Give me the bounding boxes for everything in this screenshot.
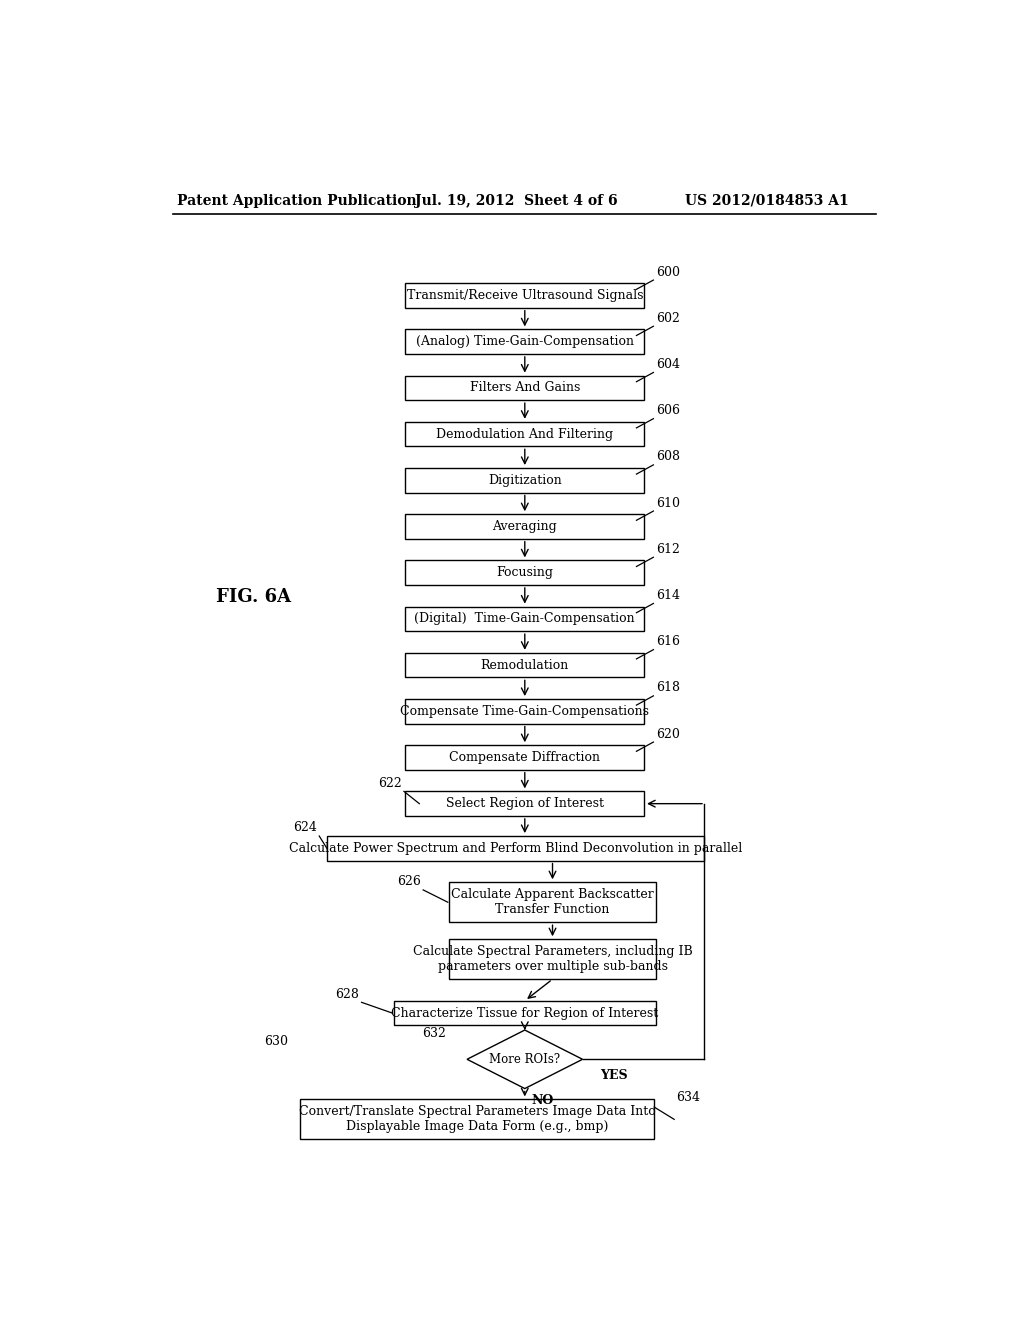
Text: Averaging: Averaging	[493, 520, 557, 533]
Text: Remodulation: Remodulation	[480, 659, 569, 672]
Text: Digitization: Digitization	[487, 474, 562, 487]
Text: Compensate Diffraction: Compensate Diffraction	[450, 751, 600, 764]
Text: 628: 628	[336, 987, 359, 1001]
Text: 612: 612	[655, 543, 680, 556]
Text: Calculate Power Spectrum and Perform Blind Deconvolution in parallel: Calculate Power Spectrum and Perform Bli…	[289, 842, 742, 855]
Text: 600: 600	[655, 265, 680, 279]
Bar	[406, 560, 644, 585]
Text: 620: 620	[655, 727, 680, 741]
Bar	[449, 940, 656, 979]
Text: (Digital)  Time-Gain-Compensation: (Digital) Time-Gain-Compensation	[415, 612, 635, 626]
Text: Calculate Apparent Backscatter
Transfer Function: Calculate Apparent Backscatter Transfer …	[452, 888, 654, 916]
Bar	[406, 422, 644, 446]
Text: Characterize Tissue for Region of Interest: Characterize Tissue for Region of Intere…	[391, 1007, 658, 1019]
Bar	[449, 882, 656, 923]
Bar	[406, 376, 644, 400]
Text: 630: 630	[264, 1035, 289, 1048]
Text: Demodulation And Filtering: Demodulation And Filtering	[436, 428, 613, 441]
Bar	[406, 330, 644, 354]
Bar	[406, 744, 644, 770]
Text: NO: NO	[531, 1094, 553, 1107]
Polygon shape	[467, 1030, 583, 1089]
Text: 616: 616	[655, 635, 680, 648]
Text: Jul. 19, 2012  Sheet 4 of 6: Jul. 19, 2012 Sheet 4 of 6	[416, 194, 618, 207]
Bar	[406, 700, 644, 723]
Text: YES: YES	[600, 1069, 628, 1081]
Bar	[300, 1100, 654, 1139]
Text: 602: 602	[655, 312, 680, 325]
Text: Convert/Translate Spectral Parameters Image Data Into
Displayable Image Data For: Convert/Translate Spectral Parameters Im…	[299, 1105, 655, 1134]
Text: 632: 632	[422, 1027, 446, 1040]
Text: 614: 614	[655, 589, 680, 602]
Bar	[406, 515, 644, 539]
Text: 610: 610	[655, 496, 680, 510]
Bar	[406, 284, 644, 308]
Text: 604: 604	[655, 358, 680, 371]
Text: 618: 618	[655, 681, 680, 694]
Bar	[394, 1001, 655, 1026]
Text: Patent Application Publication: Patent Application Publication	[177, 194, 417, 207]
Text: 626: 626	[397, 875, 421, 888]
Text: Calculate Spectral Parameters, including IB
parameters over multiple sub-bands: Calculate Spectral Parameters, including…	[413, 945, 692, 973]
Bar	[406, 607, 644, 631]
Bar	[327, 836, 705, 861]
Text: 622: 622	[378, 776, 401, 789]
Text: (Analog) Time-Gain-Compensation: (Analog) Time-Gain-Compensation	[416, 335, 634, 348]
Text: Focusing: Focusing	[497, 566, 553, 579]
Text: US 2012/0184853 A1: US 2012/0184853 A1	[685, 194, 849, 207]
Text: Select Region of Interest: Select Region of Interest	[445, 797, 604, 810]
Text: 606: 606	[655, 404, 680, 417]
Bar	[406, 653, 644, 677]
Bar	[406, 792, 644, 816]
Text: Filters And Gains: Filters And Gains	[470, 381, 580, 395]
Bar	[406, 469, 644, 492]
Text: 634: 634	[676, 1090, 699, 1104]
Text: More ROIs?: More ROIs?	[489, 1053, 560, 1065]
Text: Compensate Time-Gain-Compensations: Compensate Time-Gain-Compensations	[400, 705, 649, 718]
Text: Transmit/Receive Ultrasound Signals: Transmit/Receive Ultrasound Signals	[407, 289, 643, 302]
Text: FIG. 6A: FIG. 6A	[216, 589, 291, 606]
Text: 608: 608	[655, 450, 680, 463]
Text: 624: 624	[293, 821, 316, 834]
